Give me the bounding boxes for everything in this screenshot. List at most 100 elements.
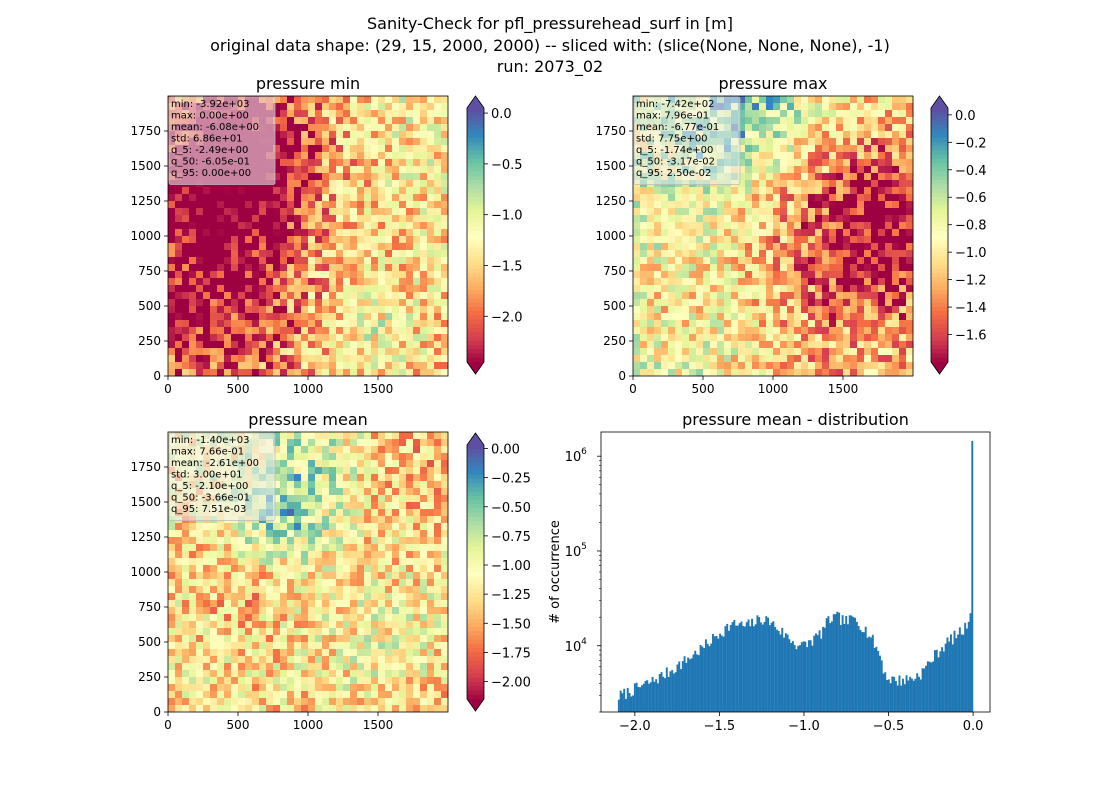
heatmap-cell <box>238 670 246 678</box>
heatmap-cell <box>385 446 393 454</box>
heatmap-cell <box>287 110 295 118</box>
heatmap-cell <box>738 355 746 363</box>
heatmap-cell <box>308 313 316 321</box>
heatmap-cell <box>878 320 886 328</box>
heatmap-cell <box>343 551 351 559</box>
heatmap-cell <box>259 306 267 314</box>
heatmap-cell <box>329 649 337 657</box>
heatmap-cell <box>329 355 337 363</box>
heatmap-cell <box>406 313 414 321</box>
heatmap-cell <box>822 257 830 265</box>
heatmap-cell <box>906 222 914 230</box>
heatmap-cell <box>273 341 281 349</box>
heatmap-cell <box>315 677 323 685</box>
heatmap-cell <box>364 362 372 370</box>
heatmap-cell <box>336 334 344 342</box>
heatmap-cell <box>294 551 302 559</box>
heatmap-cell <box>413 138 421 146</box>
heatmap-cell <box>175 621 183 629</box>
heatmap-cell <box>350 565 358 573</box>
heatmap-cell <box>864 236 872 244</box>
heatmap-cell <box>710 229 718 237</box>
heatmap-cell <box>336 502 344 510</box>
heatmap-cell <box>857 348 865 356</box>
heatmap-cell <box>899 152 907 160</box>
heatmap-cell <box>182 656 190 664</box>
heatmap-cell <box>682 299 690 307</box>
heatmap-cell <box>413 607 421 615</box>
colorbar-step <box>467 311 484 316</box>
heatmap-cell <box>273 103 281 111</box>
heatmap-cell <box>210 222 218 230</box>
heatmap-cell <box>259 278 267 286</box>
heatmap-cell <box>273 187 281 195</box>
heatmap-cell <box>315 159 323 167</box>
heatmap-cell <box>315 649 323 657</box>
heatmap-cell <box>280 110 288 118</box>
heatmap-cell <box>371 691 379 699</box>
heatmap-cell <box>647 362 655 370</box>
heatmap-cell <box>906 152 914 160</box>
heatmap-cell <box>857 138 865 146</box>
heatmap-cell <box>689 264 697 272</box>
heatmap-cell <box>703 292 711 300</box>
heatmap-cell <box>399 453 407 461</box>
heatmap-cell <box>315 215 323 223</box>
heatmap-cell <box>315 369 323 377</box>
heatmap-cell <box>864 306 872 314</box>
heatmap-cell <box>724 320 732 328</box>
heatmap-cell <box>850 138 858 146</box>
heatmap-cell <box>301 558 309 566</box>
heatmap-cell <box>238 649 246 657</box>
heatmap-cell <box>294 292 302 300</box>
heatmap-cell <box>308 348 316 356</box>
heatmap-cell <box>224 586 232 594</box>
heatmap-cell <box>308 572 316 580</box>
heatmap-cell <box>843 320 851 328</box>
heatmap-cell <box>287 278 295 286</box>
heatmap-cell <box>724 229 732 237</box>
heatmap-cell <box>633 341 641 349</box>
heatmap-cell <box>752 320 760 328</box>
heatmap-cell <box>850 124 858 132</box>
heatmap-cell <box>357 208 365 216</box>
heatmap-cell <box>196 621 204 629</box>
heatmap-cell <box>294 474 302 482</box>
heatmap-cell <box>329 110 337 118</box>
heatmap-cell <box>808 334 816 342</box>
heatmap-cell <box>238 187 246 195</box>
heatmap-cell <box>336 530 344 538</box>
heatmap-cell <box>315 579 323 587</box>
heatmap-cell <box>731 278 739 286</box>
heatmap-cell <box>385 481 393 489</box>
heatmap-cell <box>871 292 879 300</box>
heatmap-cell <box>399 628 407 636</box>
heatmap-cell <box>203 271 211 279</box>
heatmap-cell <box>836 124 844 132</box>
heatmap-cell <box>336 348 344 356</box>
heatmap-cell <box>371 537 379 545</box>
heatmap-cell <box>210 362 218 370</box>
heatmap-cell <box>175 369 183 377</box>
heatmap-cell <box>427 180 435 188</box>
heatmap-cell <box>745 285 753 293</box>
heatmap-cell <box>308 278 316 286</box>
heatmap-cell <box>682 257 690 265</box>
heatmap-cell <box>371 313 379 321</box>
heatmap-cell <box>413 278 421 286</box>
heatmap-cell <box>168 306 176 314</box>
heatmap-cell <box>287 523 295 531</box>
heatmap-cell <box>850 299 858 307</box>
heatmap-cell <box>322 656 330 664</box>
heatmap-cell <box>210 285 218 293</box>
heatmap-cell <box>364 327 372 335</box>
heatmap-cell <box>245 278 253 286</box>
heatmap-cell <box>808 201 816 209</box>
heatmap-cell <box>378 229 386 237</box>
heatmap-cell <box>371 229 379 237</box>
heatmap-cell <box>801 306 809 314</box>
heatmap-cell <box>266 579 274 587</box>
heatmap-cell <box>766 250 774 258</box>
heatmap-cell <box>406 208 414 216</box>
heatmap-cell <box>259 327 267 335</box>
